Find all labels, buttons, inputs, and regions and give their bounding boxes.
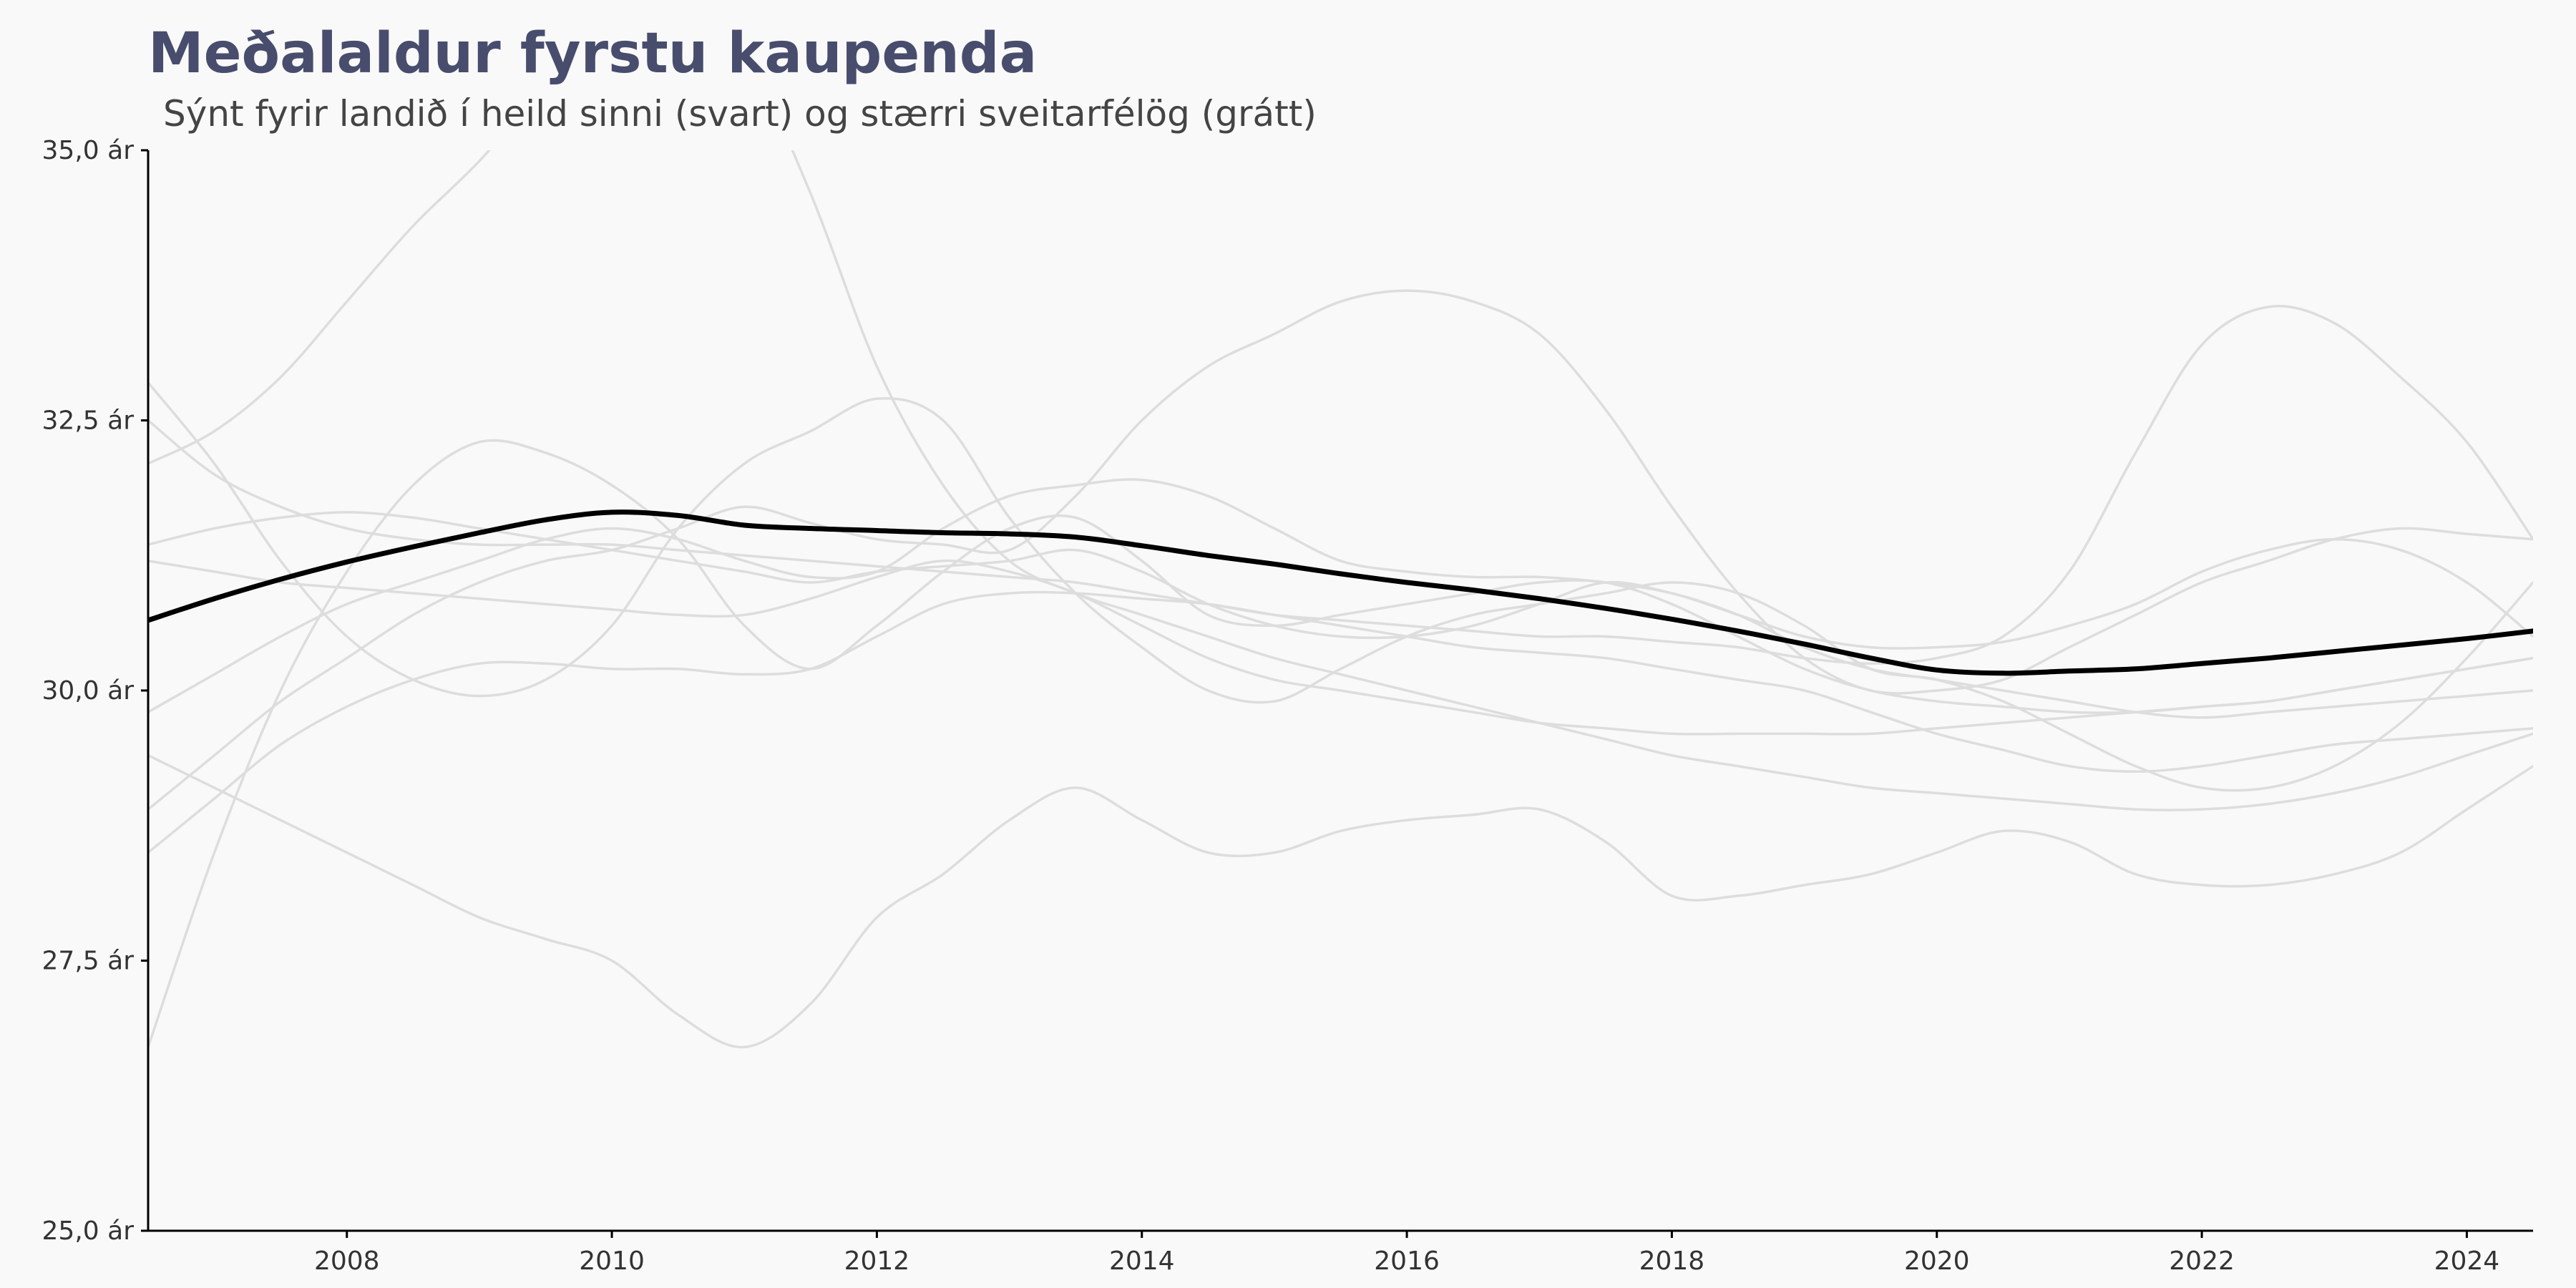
x-tick-label: 2008 [314, 1246, 380, 1276]
x-tick-label: 2018 [1639, 1246, 1705, 1276]
x-tick-label: 2010 [579, 1246, 645, 1276]
series-line-municipality-10 [148, 305, 2533, 665]
y-tick-label: 35,0 ár [42, 136, 135, 165]
series-line-municipality-2 [148, 439, 2533, 1049]
series-line-municipality-8 [148, 559, 2533, 736]
chart-title: Meðalaldur fyrstu kaupenda [148, 21, 1038, 86]
x-tick-label: 2022 [2169, 1246, 2235, 1276]
series-line-municipality-1 [148, 150, 2533, 811]
y-tick-label: 25,0 ár [42, 1216, 135, 1246]
series-line-municipality-7 [148, 511, 2533, 650]
series-line-municipality-9 [148, 289, 2533, 811]
y-tick-label: 30,0 ár [42, 676, 135, 706]
x-tick-label: 2012 [844, 1246, 910, 1276]
series-line-municipality-5 [148, 590, 2533, 854]
x-tick-label: 2014 [1109, 1246, 1175, 1276]
y-tick-label: 32,5 ár [42, 406, 135, 436]
x-tick-label: 2020 [1904, 1246, 1970, 1276]
series-line-municipality-6 [148, 478, 2533, 719]
x-tick-label: 2016 [1374, 1246, 1440, 1276]
series-line-municipality-4 [148, 753, 2533, 1049]
chart-subtitle: Sýnt fyrir landið í heild sinni (svart) … [163, 93, 1317, 135]
series-line-municipality-3 [148, 381, 2533, 792]
y-tick-label: 27,5 ár [42, 947, 135, 976]
x-tick-label: 2024 [2434, 1246, 2500, 1276]
series-line-national [148, 509, 2533, 676]
